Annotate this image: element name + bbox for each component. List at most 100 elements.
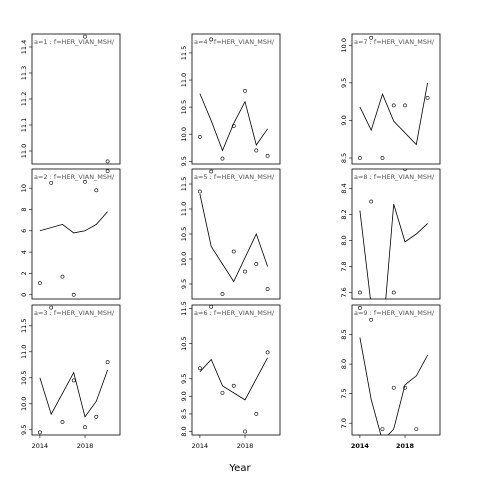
panel-data	[197, 169, 270, 296]
facet-label: a=8 : f=HER_VIAN_MSH/	[354, 173, 435, 181]
data-point	[197, 189, 202, 194]
series-line	[359, 203, 428, 299]
facet-panel-6: a=8 : f=HER_VIAN_MSH/7.6 7.8 8.0 8.2 8.4	[340, 168, 441, 300]
data-point	[209, 37, 214, 42]
y-tick-label: 10.0	[20, 397, 28, 411]
data-point	[94, 414, 99, 419]
facet-label: a=4 : f=HER_VIAN_MSH/	[194, 38, 275, 46]
facet-panel-2: a=4 : f=HER_VIAN_MSH/9.5 10.0 10.5 11.0 11.5	[180, 33, 281, 166]
facet-label: a=7 : f=HER_VIAN_MSH/	[354, 38, 435, 46]
data-point	[197, 135, 202, 139]
y-tick-label: 10.5	[180, 100, 188, 114]
y-tick-label: 11.1	[20, 118, 28, 132]
data-point	[403, 103, 407, 108]
data-point	[231, 124, 236, 128]
series-line	[39, 369, 108, 418]
y-tick-label: 10	[20, 184, 28, 192]
data-point	[49, 180, 54, 185]
x-tick-label: 2014	[351, 442, 370, 450]
data-point	[209, 305, 214, 309]
panel-data	[83, 34, 110, 164]
y-tick-label: 9.5	[20, 425, 28, 435]
y-tick-label: 9.0	[340, 115, 348, 125]
panel-frame	[191, 304, 281, 436]
y-tick-label: 11.0	[20, 144, 28, 158]
data-point	[209, 169, 214, 174]
data-point	[83, 34, 87, 39]
y-tick-label: 9.5	[180, 374, 188, 384]
y-tick-label: 7.6	[340, 287, 348, 297]
data-point	[94, 188, 99, 193]
data-point	[391, 103, 396, 108]
y-tick-label: 11.5	[180, 177, 188, 191]
y-tick-label: 9.0	[180, 391, 188, 401]
data-point	[197, 366, 202, 371]
y-tick-label: 2	[20, 271, 28, 275]
data-point	[357, 156, 362, 160]
data-point	[49, 305, 54, 310]
y-tick-label: 0	[20, 293, 28, 297]
data-point	[414, 427, 419, 431]
x-tick-label: 2018	[77, 442, 94, 450]
x-tick-label: 2018	[396, 442, 415, 450]
y-tick-label: 6	[20, 229, 28, 233]
x-tick-label: 2014	[192, 442, 209, 450]
data-point	[60, 274, 65, 279]
panel-data	[357, 35, 430, 160]
facet-panel-3: a=7 : f=HER_VIAN_MSH/8.5 9.0 9.5 10.0	[340, 33, 441, 165]
y-tick-label: 7.5	[340, 388, 348, 398]
data-point	[357, 306, 362, 310]
series-line	[199, 357, 268, 401]
y-tick-label: 11.2	[20, 92, 28, 106]
y-tick-label: 8.0	[180, 426, 188, 436]
data-point	[60, 420, 65, 424]
x-axis-label: Year	[228, 463, 251, 474]
facet-label: a=1 : f=HER_VIAN_MSH/	[34, 38, 115, 46]
y-tick-label: 8	[20, 207, 28, 211]
y-tick-label: 8.5	[340, 153, 348, 163]
y-tick-label: 8.5	[340, 329, 348, 339]
data-point	[369, 35, 374, 40]
y-tick-label: 8.4	[340, 183, 348, 193]
facet-panel-4: a=2 : f=HER_VIAN_MSH/0 2 4 6 8 10	[20, 168, 121, 300]
y-tick-label: 8.0	[340, 235, 348, 245]
y-tick-label: 11.5	[180, 301, 188, 315]
data-point	[231, 383, 236, 388]
data-point	[243, 269, 247, 274]
x-tick-label: 2014	[32, 442, 49, 450]
data-point	[105, 159, 110, 164]
data-point	[391, 385, 396, 390]
panel-frame	[351, 33, 441, 165]
y-tick-label: 11.4	[20, 40, 28, 54]
y-tick-label: 11.5	[20, 319, 28, 333]
facet-label: a=5 : f=HER_VIAN_MSH/	[194, 173, 275, 181]
data-point	[83, 179, 87, 184]
y-tick-label: 11.0	[20, 345, 28, 359]
facet-panel-1: a=1 : f=HER_VIAN_MSH/11.0 11.1 11.2 11.3 11.…	[20, 33, 121, 165]
data-point	[71, 378, 76, 383]
data-point	[265, 350, 270, 355]
data-point	[231, 249, 236, 254]
panel-data	[197, 305, 270, 434]
data-point	[254, 262, 259, 266]
facet-panel-7: a=3 : f=HER_VIAN_MSH/9.5 10.0 10.5 11.0 11.5…	[20, 304, 121, 450]
data-point	[380, 156, 385, 160]
y-tick-label: 10.0	[180, 252, 188, 266]
data-point	[83, 425, 87, 430]
data-point	[220, 292, 225, 296]
y-tick-label: 11.0	[180, 202, 188, 216]
y-tick-label: 10.5	[20, 371, 28, 385]
panel-data	[357, 306, 428, 435]
y-tick-label: 11.3	[20, 66, 28, 80]
series-line	[39, 211, 108, 234]
data-point	[37, 281, 42, 285]
panel-data	[197, 37, 270, 161]
y-tick-label: 9.5	[340, 78, 348, 88]
facet-panel-5: a=5 : f=HER_VIAN_MSH/9.5 10.0 10.5 11.0 11.5	[180, 168, 281, 300]
panel-data	[37, 169, 110, 297]
x-tick-label: 2018	[237, 442, 254, 450]
facet-label: a=2 : f=HER_VIAN_MSH/	[34, 173, 115, 181]
facet-panel-8: a=6 : f=HER_VIAN_MSH/8.0 8.5 9.0 9.5 10.5 11.…	[180, 301, 281, 450]
data-point	[403, 385, 407, 390]
